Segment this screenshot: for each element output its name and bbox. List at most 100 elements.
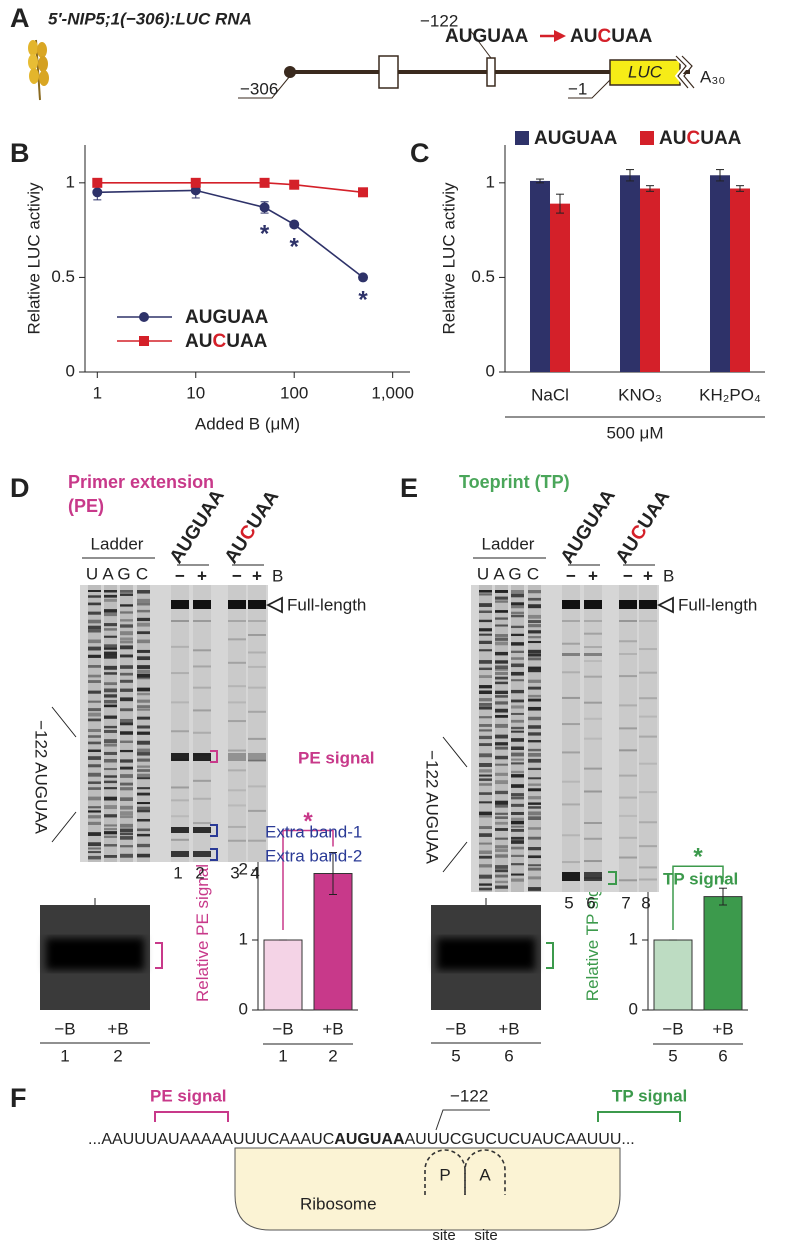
- ladder-band: [511, 605, 524, 609]
- band: [171, 600, 189, 609]
- ladder-band: [511, 758, 524, 761]
- ladder-band: [511, 590, 524, 594]
- ladder-band: [495, 596, 508, 600]
- gel-title: Toeprint (TP): [459, 472, 570, 492]
- ladder-lane-label: U: [477, 564, 489, 583]
- band: [619, 774, 637, 777]
- lane-number: 2: [328, 1046, 337, 1065]
- ladder-band: [104, 775, 117, 778]
- ladder-band: [495, 763, 508, 766]
- ladder-band: [495, 755, 508, 760]
- ladder-band: [104, 623, 117, 627]
- ladder-band: [88, 847, 101, 850]
- pe-label: PE signal: [150, 1086, 227, 1105]
- band: [248, 620, 266, 622]
- ladder-band: [511, 699, 524, 703]
- letter: U: [226, 331, 240, 352]
- ladder-band: [479, 690, 492, 695]
- ladder-band: [511, 811, 524, 815]
- lane-number: 5: [668, 1046, 677, 1065]
- ladder-band: [88, 787, 101, 790]
- band: [228, 769, 246, 772]
- ladder-band: [511, 726, 524, 730]
- ladder-band: [120, 619, 133, 622]
- letter: A: [625, 26, 639, 47]
- band: [248, 785, 266, 788]
- inset-treatment: −B: [54, 1019, 75, 1038]
- band: [619, 856, 637, 859]
- band: [619, 727, 637, 730]
- ladder-band: [479, 883, 492, 886]
- band: [171, 620, 189, 622]
- x-tick-label: 100: [280, 383, 308, 402]
- ladder-band: [137, 687, 150, 692]
- y-tick-label: 0: [486, 361, 495, 380]
- ladder-band: [479, 811, 492, 816]
- x-tick-label: NaCl: [531, 385, 569, 404]
- ladder-band: [511, 762, 524, 765]
- sample-lane: [619, 585, 637, 892]
- band: [619, 749, 637, 752]
- ladder-band: [479, 735, 492, 740]
- band: [639, 791, 657, 794]
- ladder-band: [511, 846, 524, 850]
- ladder-band: [120, 590, 133, 593]
- panel-label: E: [400, 473, 418, 503]
- sample-lane: [584, 585, 602, 892]
- ladder-band: [528, 740, 541, 743]
- ladder-band: [88, 842, 101, 847]
- ladder-band: [479, 783, 492, 786]
- band: [584, 872, 602, 881]
- ladder-band: [104, 628, 117, 631]
- band: [562, 642, 580, 645]
- band: [584, 767, 602, 770]
- band: [171, 645, 189, 648]
- bar: [653, 939, 693, 1011]
- ladder-band: [479, 640, 492, 644]
- ladder-band: [479, 729, 492, 732]
- region-label: −122 AUGUAA: [32, 720, 51, 835]
- band: [171, 786, 189, 789]
- significance-bracket: [672, 865, 724, 930]
- letter: A: [639, 26, 653, 47]
- marker: [358, 272, 369, 283]
- ladder-band: [479, 649, 492, 652]
- letter: U: [700, 128, 714, 149]
- ladder-band: [137, 639, 150, 644]
- ladder-band: [120, 749, 133, 753]
- ladder-band: [88, 700, 101, 703]
- band: [584, 701, 602, 704]
- panel-label: C: [410, 138, 430, 168]
- wild-type-seq: AUGUAA: [445, 26, 529, 47]
- x-axis-label: Added B (μM): [195, 414, 300, 433]
- band: [562, 780, 580, 783]
- region-bracket: [51, 706, 77, 843]
- ladder-band: [88, 611, 101, 615]
- marker: [289, 219, 300, 230]
- letter: C: [686, 128, 700, 149]
- ladder-band: [479, 763, 492, 767]
- a-site: [464, 1149, 506, 1195]
- band: [248, 710, 266, 713]
- ladder-band: [528, 686, 541, 690]
- tp-label: TP signal: [612, 1086, 687, 1105]
- ladder-band: [137, 617, 150, 622]
- ladder-band: [104, 654, 117, 659]
- ladder-band: [137, 716, 150, 720]
- band: [193, 797, 211, 800]
- band: [584, 737, 602, 740]
- ladder-band: [528, 649, 541, 654]
- ladder-band: [104, 699, 117, 704]
- gel-title-box: Primer extension (PE): [68, 472, 214, 516]
- band: [584, 632, 602, 635]
- ladder-band: [88, 619, 101, 624]
- ladder-band: [137, 833, 150, 837]
- ladder-band: [511, 863, 524, 866]
- ladder-band: [528, 732, 541, 736]
- band: [171, 753, 189, 761]
- ladder-band: [88, 629, 101, 633]
- band: [639, 697, 657, 700]
- ladder-band: [120, 845, 133, 848]
- ladder-band: [479, 628, 492, 632]
